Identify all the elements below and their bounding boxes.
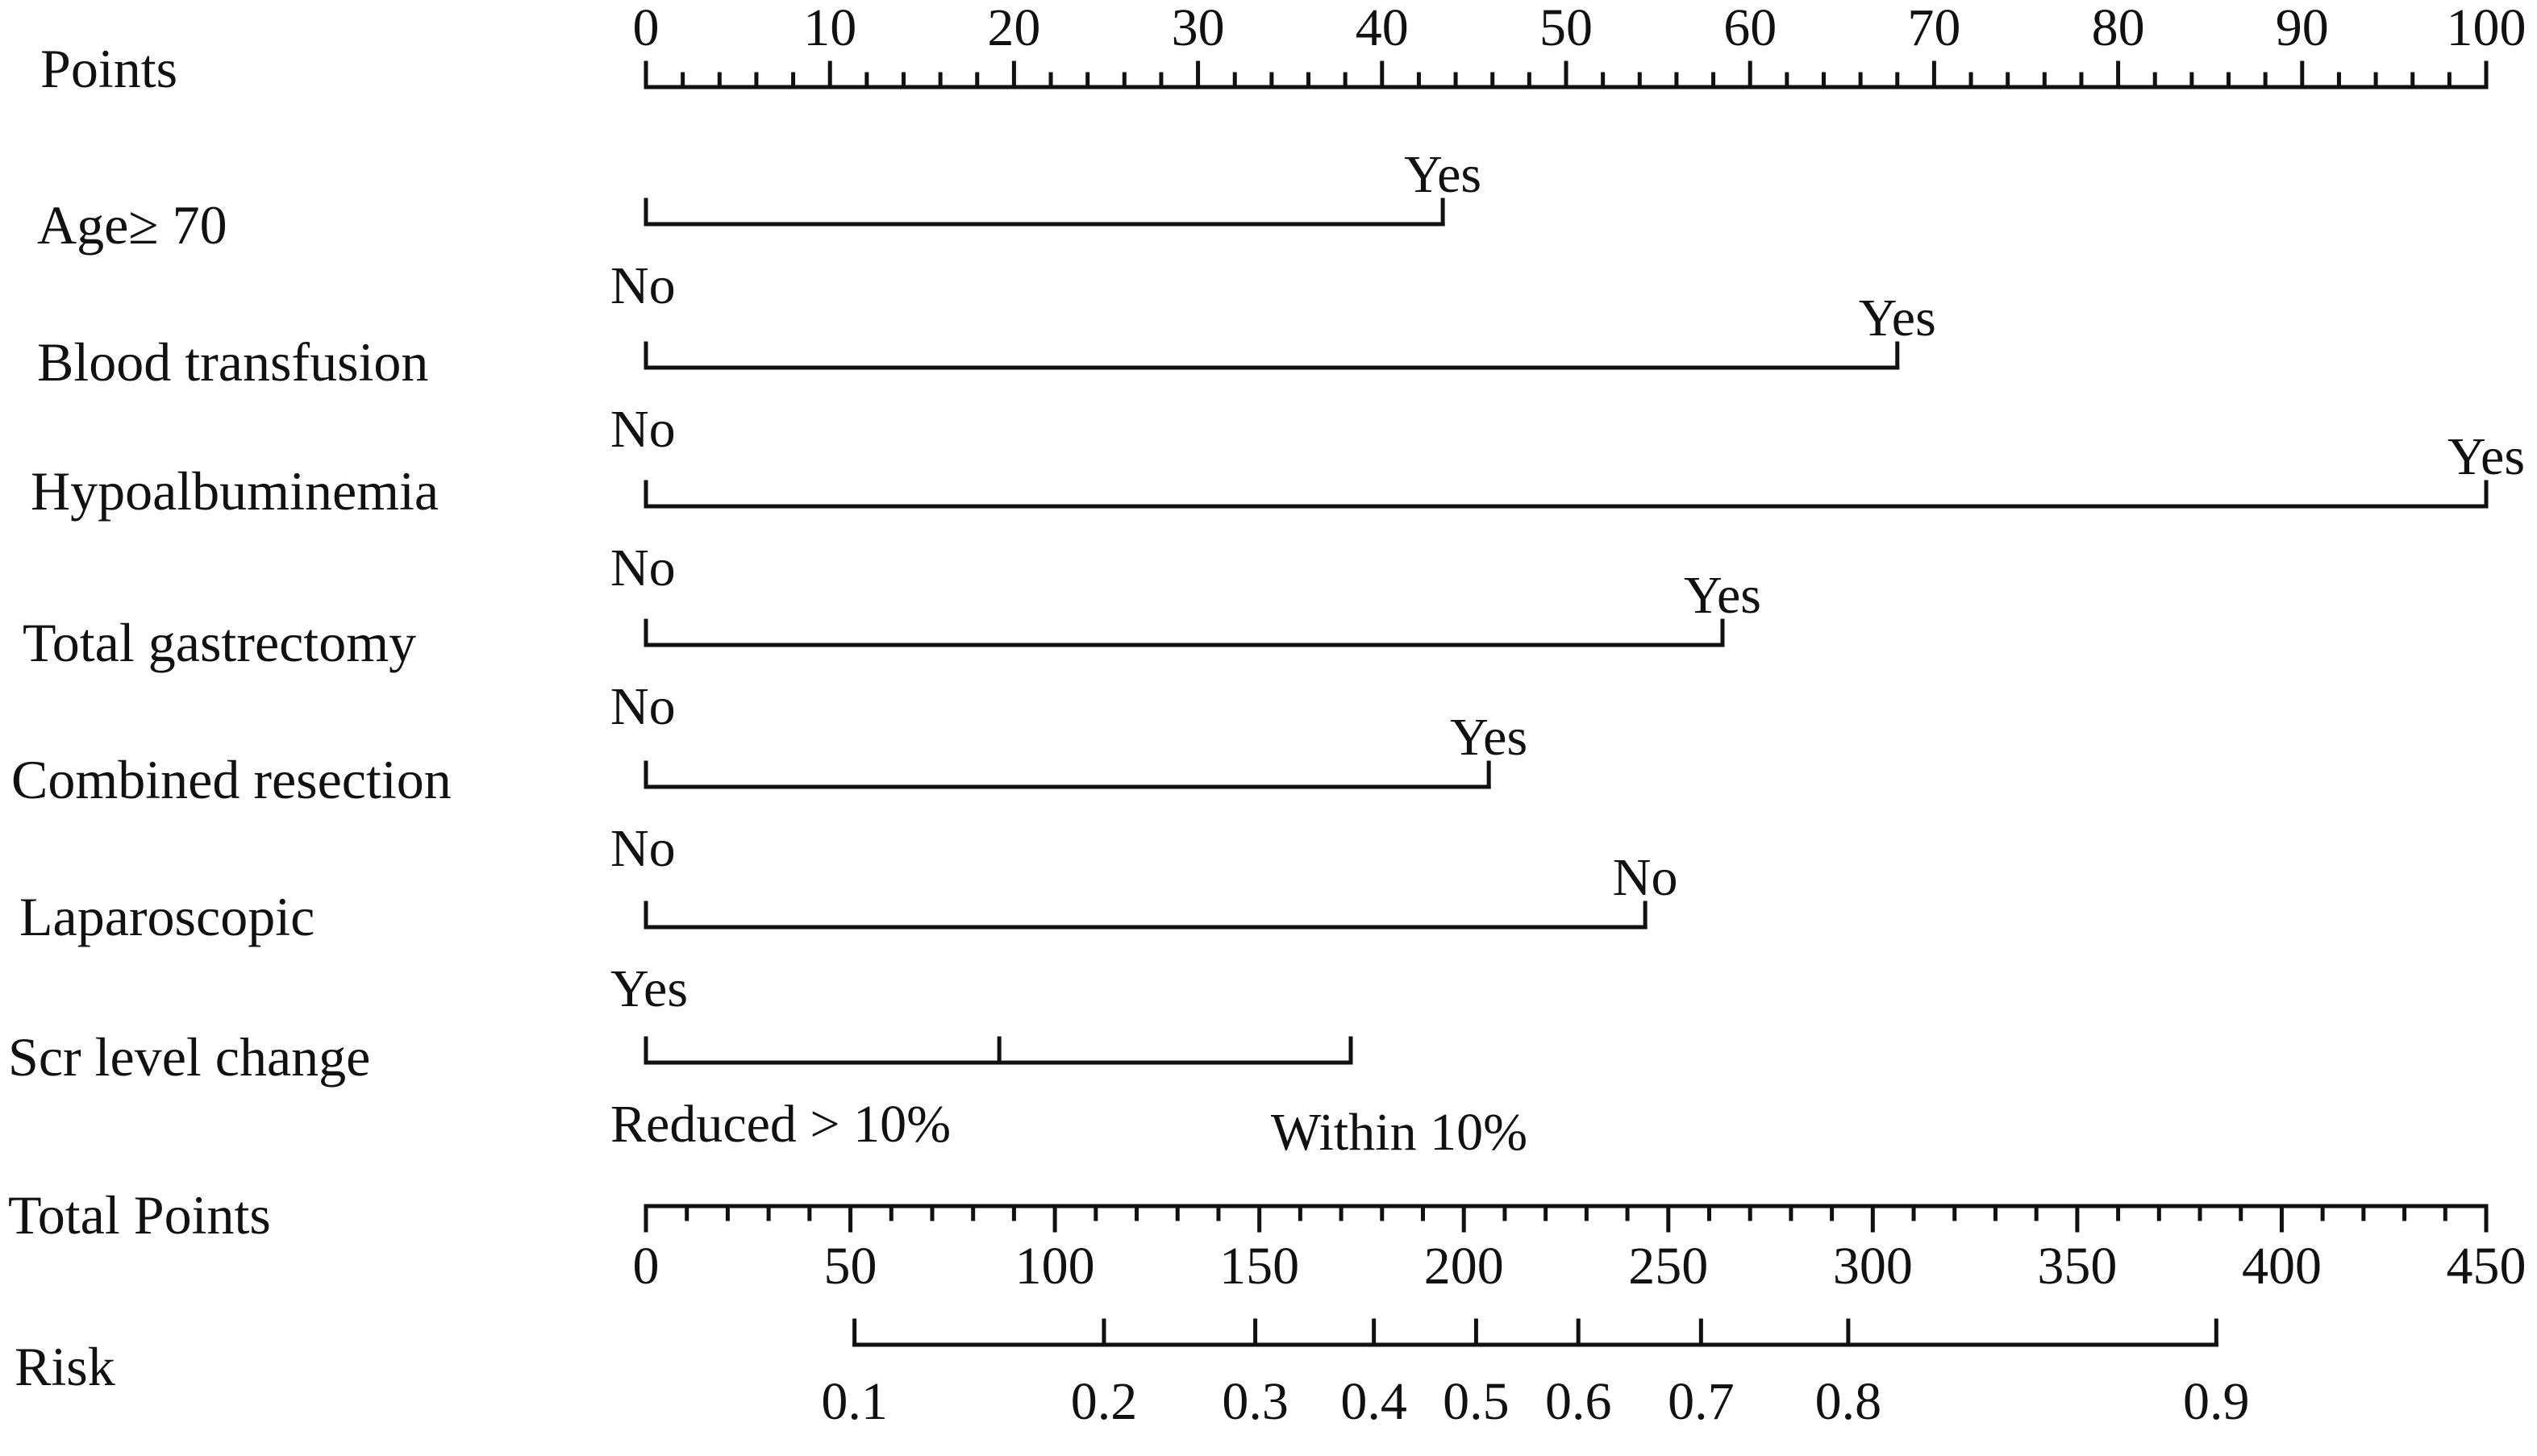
predictor-label-hypoalbuminemia: Hypoalbuminemia [31,460,439,522]
predictor-level-label: No [610,400,676,459]
points-axis-tick-label: 90 [2276,0,2329,57]
predictor-level-label: Yes [1450,708,1527,767]
total-points-axis-tick-label: 450 [2447,1237,2527,1296]
total-points-axis-tick-label: 150 [1219,1237,1299,1296]
predictor-label-total-gastrectomy: Total gastrectomy [23,612,416,673]
predictor-label-scr-level-change: Scr level change [8,1026,370,1088]
total-points-axis-tick-label: 300 [1833,1237,1913,1296]
points-axis-tick-label: 60 [1723,0,1777,57]
predictor-level-label: No [610,677,676,736]
predictor-level-label: Yes [1859,289,1936,347]
predictor-level-label: Within 10% [1271,1103,1527,1162]
risk-axis-tick-label: 0.9 [2183,1372,2250,1431]
points-axis-tick-label: 10 [803,0,856,57]
points-axis-tick-label: 70 [1907,0,1960,57]
predictor-label-laparoscopic: Laparoscopic [19,886,315,947]
predictor-label-age: Age≥ 70 [37,194,227,256]
points-axis-tick-label: 100 [2447,0,2527,57]
total-points-axis-tick-label: 0 [633,1237,660,1296]
risk-axis-tick-label: 0.6 [1545,1372,1612,1431]
points-axis-tick-label: 20 [987,0,1040,57]
risk-axis-label: Risk [15,1336,115,1397]
risk-axis-tick-label: 0.7 [1668,1372,1735,1431]
predictor-level-label: No [610,539,676,597]
risk-axis-tick-label: 0.2 [1071,1372,1138,1431]
total-points-axis-tick-label: 100 [1015,1237,1095,1296]
total-points-axis-tick-label: 350 [2037,1237,2117,1296]
chart-marks: 0 10 20 30 40 50 60 70 80 90 100 No Yes No Yes No Yes No Y… [610,0,2527,1431]
points-axis-tick-label: 40 [1356,0,1409,57]
points-axis-label: Points [40,38,177,99]
points-axis-tick-label: 30 [1172,0,1225,57]
points-axis-tick-label: 0 [633,0,660,57]
risk-axis-tick-label: 0.5 [1443,1372,1510,1431]
risk-axis-tick-label: 0.4 [1340,1372,1407,1431]
total-points-axis-tick-label: 200 [1424,1237,1504,1296]
predictor-level-label: Reduced > 10% [610,1095,951,1154]
predictor-level-label: No [610,256,676,315]
risk-axis-tick-label: 0.8 [1815,1372,1882,1431]
predictor-level-label: Yes [1684,566,1761,625]
points-axis-tick-label: 80 [2092,0,2145,57]
predictor-level-label: Yes [1404,145,1481,204]
predictor-label-blood-transfusion: Blood transfusion [37,331,428,393]
row-labels: Points Age≥ 70 Blood transfusion Hypoalb… [8,38,452,1397]
total-points-axis-label: Total Points [8,1184,271,1246]
predictor-level-label: Yes [610,959,688,1018]
risk-axis-tick-label: 0.1 [821,1372,888,1431]
predictor-level-label: Yes [2447,427,2525,486]
predictor-level-label: No [1613,848,1678,907]
points-axis-tick-label: 50 [1539,0,1593,57]
predictor-level-label: No [610,819,676,878]
risk-axis-tick-label: 0.3 [1222,1372,1289,1431]
predictor-label-combined-resection: Combined resection [11,749,452,810]
total-points-axis-tick-label: 250 [1628,1237,1708,1296]
total-points-axis-tick-label: 400 [2242,1237,2322,1296]
total-points-axis-tick-label: 50 [824,1237,877,1296]
